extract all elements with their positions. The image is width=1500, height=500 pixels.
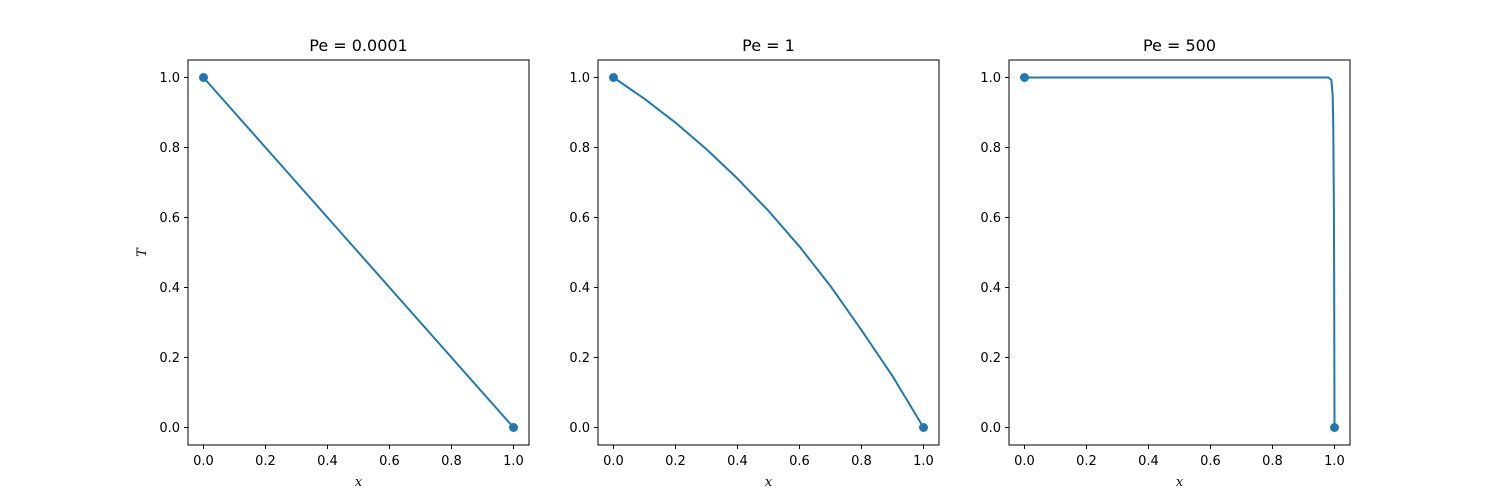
x-tick-label: 0.4 (1138, 454, 1159, 469)
x-tick-label: 0.6 (789, 454, 810, 469)
axes-frame (187, 59, 530, 446)
panel-title: Pe = 0.0001 (309, 36, 407, 55)
y-tick-label: 0.2 (569, 351, 590, 366)
panel-3: Pe = 500 x 0.0 0.2 0.4 0.6 0.8 1.0 0.0 0.2 0.4 0.… (980, 36, 1351, 490)
x-tick-label: 0.0 (1014, 454, 1035, 469)
axes-frame (597, 59, 940, 446)
y-tick-label: 0.2 (159, 351, 180, 366)
y-tick-label: 1.0 (569, 71, 590, 86)
data-point (1020, 73, 1029, 82)
y-tick-label: 0.0 (159, 421, 180, 436)
y-tick-label: 1.0 (159, 71, 180, 86)
y-tick-label: 0.2 (980, 351, 1001, 366)
panel-title: Pe = 500 (1143, 36, 1216, 55)
x-tick-label: 0.2 (665, 454, 686, 469)
x-tick-label: 0.0 (193, 454, 214, 469)
y-tick-label: 0.6 (569, 211, 590, 226)
x-tick-label: 0.2 (1076, 454, 1097, 469)
data-point (609, 73, 618, 82)
axes-frame (1008, 59, 1351, 446)
data-point (199, 73, 208, 82)
y-tick-label: 0.4 (569, 281, 590, 296)
x-tick-label: 1.0 (913, 454, 934, 469)
y-tick-label: 0.8 (159, 141, 180, 156)
y-tick-label: 0.6 (159, 211, 180, 226)
x-tick-label: 0.2 (255, 454, 276, 469)
y-tick-label: 0.8 (980, 141, 1001, 156)
data-point (1330, 423, 1339, 432)
y-tick-label: 0.4 (159, 281, 180, 296)
y-tick-label: 0.4 (980, 281, 1001, 296)
x-tick-label: 1.0 (503, 454, 524, 469)
x-tick-label: 1.0 (1324, 454, 1345, 469)
series-line (612, 76, 925, 429)
series-line (202, 76, 515, 429)
y-tick-label: 1.0 (980, 71, 1001, 86)
x-axis-label: x (765, 475, 773, 490)
y-axis-label: T (135, 247, 150, 257)
series-line (1024, 76, 1336, 428)
data-point (919, 423, 928, 432)
x-tick-label: 0.8 (441, 454, 462, 469)
y-tick-label: 0.0 (980, 421, 1001, 436)
y-tick-label: 0.6 (980, 211, 1001, 226)
x-tick-label: 0.4 (317, 454, 338, 469)
x-axis-label: x (1176, 475, 1184, 490)
panel-1: Pe = 0.0001 x T 0.0 0.2 0.4 0.6 0.8 1.0 0.0 0.2… (135, 36, 530, 490)
x-tick-label: 0.8 (851, 454, 872, 469)
y-tick-label: 0.8 (569, 141, 590, 156)
x-axis-label: x (355, 475, 363, 490)
x-tick-label: 0.4 (727, 454, 748, 469)
x-tick-label: 0.0 (603, 454, 624, 469)
x-tick-label: 0.6 (379, 454, 400, 469)
panel-title: Pe = 1 (742, 36, 795, 55)
x-tick-label: 0.8 (1262, 454, 1283, 469)
panel-2: Pe = 1 x 0.0 0.2 0.4 0.6 0.8 1.0 0.0 0.2 0.4 0.6 0… (569, 36, 940, 490)
y-tick-label: 0.0 (569, 421, 590, 436)
x-tick-label: 0.6 (1200, 454, 1221, 469)
data-point (509, 423, 518, 432)
